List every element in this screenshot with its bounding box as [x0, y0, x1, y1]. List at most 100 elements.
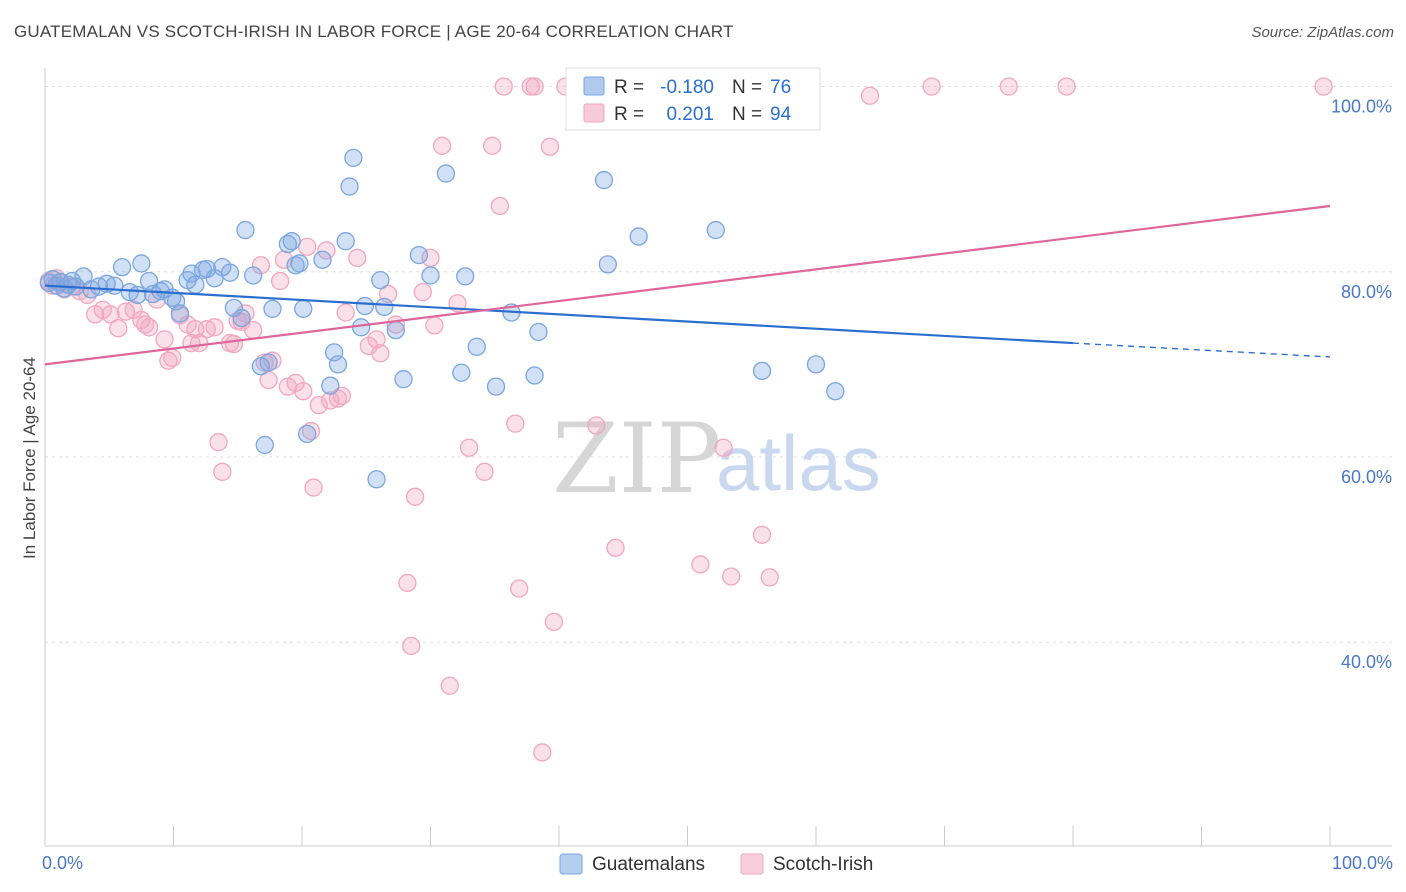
data-point [475, 462, 494, 481]
legend-series-name: Guatemalans [592, 854, 705, 875]
data-point [394, 370, 413, 389]
data-point [128, 285, 147, 305]
data-point [255, 435, 274, 455]
data-point [139, 318, 159, 337]
data-point [752, 525, 772, 544]
trend-line-0 [44, 284, 1074, 345]
data-point [999, 77, 1018, 96]
y-axis-title: In Labor Force | Age 20-64 [20, 357, 39, 559]
data-point [402, 636, 421, 656]
axes [44, 68, 1392, 847]
data-point [259, 353, 278, 372]
data-point [332, 386, 351, 406]
legend-swatch [583, 76, 605, 96]
watermark-zip: ZIP [552, 403, 721, 515]
data-point [224, 334, 244, 354]
data-point [525, 77, 544, 96]
gridlines [45, 86, 1392, 643]
legend-r-label: R = [614, 104, 644, 125]
data-point [236, 220, 255, 240]
data-point [213, 462, 232, 481]
data-point [294, 299, 313, 318]
series-legend: Guatemalans Scotch-Irish [559, 853, 873, 875]
data-point [440, 676, 459, 695]
data-point [244, 266, 263, 285]
x-tick-label: 100.0% [1332, 853, 1393, 873]
data-point [220, 263, 240, 282]
y-tick-label: 60.0% [1341, 467, 1392, 487]
data-point [170, 304, 190, 323]
data-point [132, 254, 151, 273]
data-point [421, 266, 440, 285]
y-tick-label: 100.0% [1331, 97, 1392, 117]
data-point [163, 348, 182, 368]
x-tick-label: 0.0% [42, 853, 83, 873]
data-point [290, 254, 309, 273]
data-point [494, 77, 513, 96]
legend-r-value: -0.180 [660, 77, 714, 98]
data-point [344, 148, 363, 167]
legend-r-value: 0.201 [666, 104, 714, 125]
data-point [544, 612, 564, 632]
data-point [348, 248, 367, 268]
data-point [506, 414, 525, 433]
data-point [486, 377, 506, 396]
y-tick-labels: 100.0% 80.0% 60.0% 40.0% [1331, 97, 1392, 673]
data-point [109, 319, 128, 338]
data-point [324, 343, 344, 362]
source-label: Source: ZipAtlas.com [1251, 24, 1394, 41]
data-point [282, 232, 301, 251]
data-point [587, 416, 606, 435]
data-point [105, 276, 124, 295]
data-point [209, 433, 228, 452]
data-point [398, 573, 417, 593]
watermark-atlas: atlas [716, 419, 881, 507]
data-point [533, 743, 552, 762]
stats-legend-box [565, 67, 821, 131]
data-point [629, 227, 648, 246]
data-point [317, 241, 336, 260]
legend-n-label: N = [732, 104, 762, 125]
data-point [1314, 77, 1333, 96]
data-point [529, 322, 548, 342]
data-point [706, 220, 725, 240]
data-point [436, 164, 456, 183]
data-point [297, 424, 317, 443]
data-point [328, 355, 348, 374]
data-point [232, 308, 251, 328]
data-point [351, 318, 371, 337]
trend-line-1 [44, 204, 1331, 366]
data-point [413, 282, 432, 302]
data-point [294, 382, 313, 401]
legend-swatch [740, 853, 764, 875]
data-point [691, 555, 710, 574]
data-point [367, 330, 386, 349]
data-point [271, 271, 290, 291]
data-point [205, 318, 224, 337]
data-point [371, 270, 390, 290]
data-point [456, 267, 475, 286]
data-point [405, 487, 425, 506]
data-point [540, 137, 560, 156]
trend-lines [44, 204, 1331, 366]
data-point [197, 259, 217, 279]
data-point [510, 579, 529, 598]
legend-n-value: 94 [770, 104, 792, 125]
data-point [190, 333, 209, 353]
data-point [452, 363, 471, 382]
legend-r-label: R = [614, 77, 644, 98]
data-point [598, 255, 617, 274]
data-point [367, 470, 386, 489]
data-point [112, 257, 132, 277]
data-point [594, 170, 614, 190]
data-point [155, 330, 174, 349]
legend-swatch [583, 103, 605, 123]
data-point [483, 136, 502, 155]
x-tick-labels: 0.0% 100.0% [42, 853, 1393, 873]
data-point [467, 337, 486, 356]
data-point [375, 297, 394, 317]
legend-swatch [559, 853, 583, 875]
legend-n-label: N = [732, 77, 762, 98]
y-tick-label: 40.0% [1341, 652, 1392, 672]
